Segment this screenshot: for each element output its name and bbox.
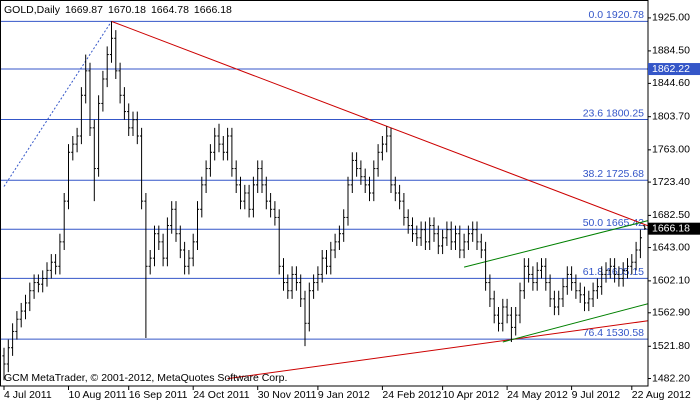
header-high: 1670.18 xyxy=(108,4,146,16)
y-tick-label: 1521.80 xyxy=(652,340,690,352)
price-box-label: 1862.22 xyxy=(652,63,690,75)
y-tick-label: 1482.20 xyxy=(652,372,690,384)
fib-label: 50.0 1665.42 xyxy=(583,217,644,229)
current-price-label: 1666.18 xyxy=(652,222,690,234)
x-tick-label: 9 Jan 2012 xyxy=(318,389,370,401)
price-box xyxy=(648,63,700,76)
trendline xyxy=(463,220,648,268)
fib-label: 38.2 1725.68 xyxy=(583,168,644,180)
fib-label: 0.0 1920.78 xyxy=(589,9,645,21)
x-tick-label: 9 Jul 2012 xyxy=(572,389,621,401)
axes: 1925.00 1884.50 1844.60 1803.70 1763.00 1723.… xyxy=(3,12,700,401)
header-open: 1669.87 xyxy=(65,4,103,16)
trendline xyxy=(3,21,112,187)
y-tick-label: 1682.50 xyxy=(652,209,690,221)
x-tick-label: 10 Aug 2011 xyxy=(69,389,127,401)
plot-border xyxy=(0,0,649,387)
trendline xyxy=(227,320,648,380)
current-price-box xyxy=(648,222,700,235)
header: GOLD,Daily 1669.87 1670.18 1664.78 1666.18 xyxy=(4,4,232,16)
symbol: GOLD,Daily xyxy=(4,4,61,16)
header-low: 1664.78 xyxy=(151,4,189,16)
fib-label: 76.4 1530.58 xyxy=(583,327,644,339)
footer: GCM MetaTrader, © 2001-2012, MetaQuotes … xyxy=(4,372,287,384)
x-tick-label: 30 Nov 2011 xyxy=(258,389,317,401)
fib-label: 23.6 1800.25 xyxy=(583,107,644,119)
y-tick-label: 1602.10 xyxy=(652,275,690,287)
y-tick-label: 1643.00 xyxy=(652,241,690,253)
x-tick-label: 4 Jul 2011 xyxy=(4,389,52,401)
y-tick-label: 1803.70 xyxy=(652,110,690,122)
y-tick-label: 1884.50 xyxy=(652,45,690,57)
y-tick-label: 1723.40 xyxy=(652,176,690,188)
trendline xyxy=(502,303,648,343)
y-tick-label: 1925.00 xyxy=(652,12,690,24)
trendline xyxy=(111,20,648,227)
x-tick-label: 10 Apr 2012 xyxy=(443,389,500,401)
x-tick-label: 16 Sep 2011 xyxy=(129,389,188,401)
plot-area: 0.0 1920.78 23.6 1800.25 38.2 1725.68 50.0 … xyxy=(0,9,648,381)
y-tick-label: 1763.00 xyxy=(652,144,690,156)
fib-label: 61.8 1605.15 xyxy=(583,266,644,278)
x-tick-label: 22 Aug 2012 xyxy=(632,389,691,401)
y-tick-label: 1844.60 xyxy=(652,77,690,89)
y-tick-label: 1562.90 xyxy=(652,307,690,319)
x-tick-label: 24 Feb 2012 xyxy=(382,389,441,401)
x-tick-label: 24 May 2012 xyxy=(507,389,568,401)
header-close: 1666.18 xyxy=(194,4,232,16)
x-tick-label: 24 Oct 2011 xyxy=(193,389,250,401)
